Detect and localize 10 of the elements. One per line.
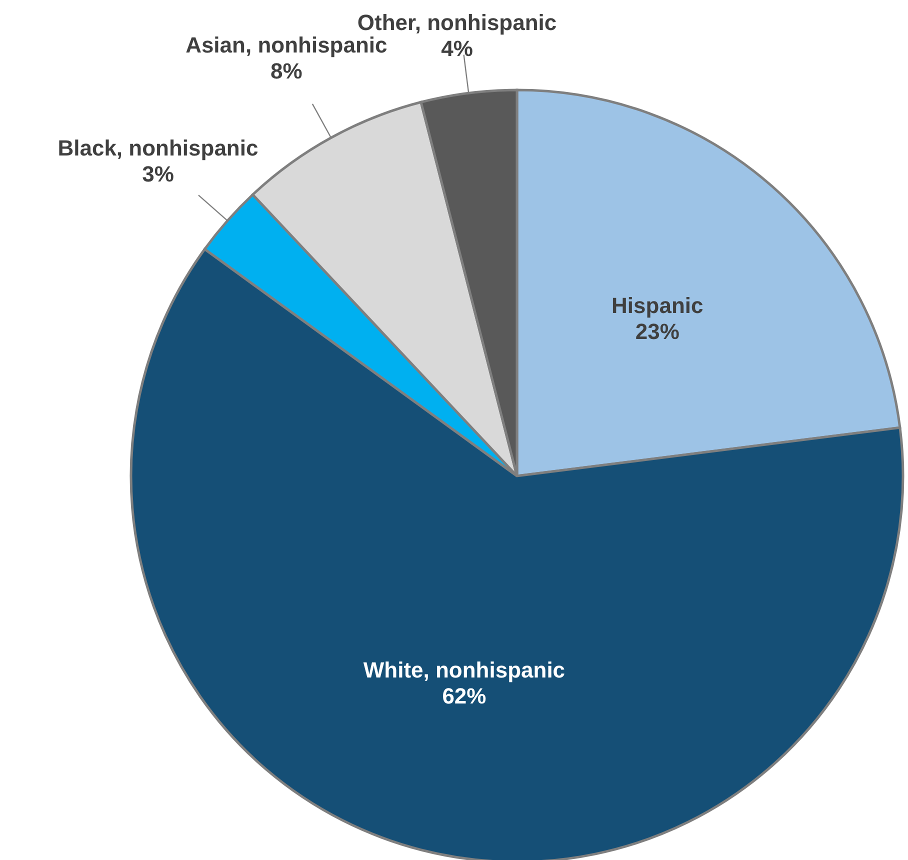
data-label: 23%: [635, 318, 680, 344]
data-label: 8%: [270, 58, 302, 84]
data-label: 62%: [442, 684, 486, 709]
slice-label: Black, nonhispanic: [58, 135, 258, 160]
data-label: 4%: [441, 36, 473, 61]
data-label: 3%: [142, 161, 174, 186]
slice-label: Asian, nonhispanic: [186, 32, 388, 58]
slice-label: White, nonhispanic: [363, 658, 566, 683]
slice-label: Other, nonhispanic: [357, 10, 557, 35]
slice-label: Hispanic: [612, 292, 704, 318]
